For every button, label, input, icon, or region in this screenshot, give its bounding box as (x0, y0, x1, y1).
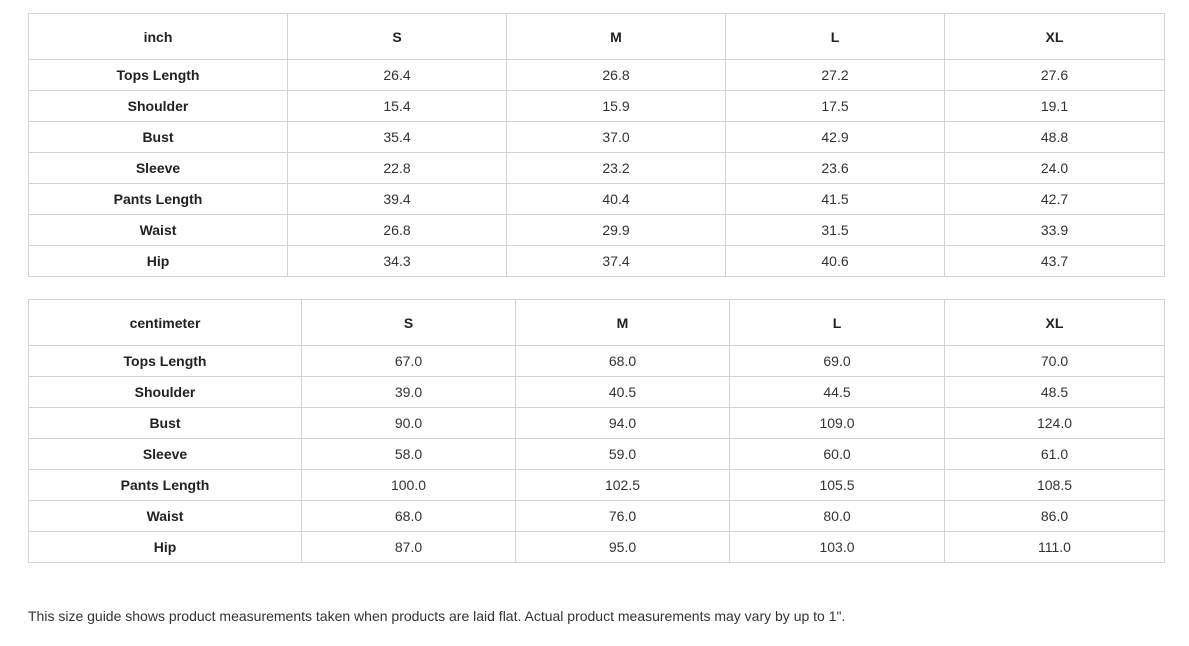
measurement-cell: 67.0 (301, 345, 516, 377)
size-table-inch: inch S M L XL Tops Length 26.4 26.8 27.2 27.6 Shou… (28, 13, 1165, 277)
measurement-cell: 108.5 (944, 469, 1165, 501)
measurement-cell: 61.0 (944, 438, 1165, 470)
measurement-cell: 94.0 (515, 407, 730, 439)
table-row: Waist 68.0 76.0 80.0 86.0 (28, 500, 1165, 532)
measurement-cell: 100.0 (301, 469, 516, 501)
table-row: Shoulder 15.4 15.9 17.5 19.1 (28, 90, 1165, 122)
size-header: S (287, 13, 507, 60)
measurement-cell: 70.0 (944, 345, 1165, 377)
measurement-cell: 34.3 (287, 245, 507, 277)
row-label: Tops Length (28, 345, 302, 377)
measurement-cell: 86.0 (944, 500, 1165, 532)
table-row: Shoulder 39.0 40.5 44.5 48.5 (28, 376, 1165, 408)
size-header: M (506, 13, 726, 60)
measurement-cell: 95.0 (515, 531, 730, 563)
table-row: Bust 35.4 37.0 42.9 48.8 (28, 121, 1165, 153)
header-row: centimeter S M L XL (28, 299, 1165, 346)
row-label: Waist (28, 500, 302, 532)
measurement-cell: 76.0 (515, 500, 730, 532)
measurement-cell: 69.0 (729, 345, 945, 377)
measurement-cell: 87.0 (301, 531, 516, 563)
row-label: Shoulder (28, 376, 302, 408)
measurement-cell: 41.5 (725, 183, 945, 215)
measurement-cell: 37.4 (506, 245, 726, 277)
measurement-cell: 102.5 (515, 469, 730, 501)
row-label: Bust (28, 407, 302, 439)
table-row: Tops Length 67.0 68.0 69.0 70.0 (28, 345, 1165, 377)
row-label: Bust (28, 121, 288, 153)
measurement-cell: 15.9 (506, 90, 726, 122)
measurement-cell: 26.8 (287, 214, 507, 246)
measurement-cell: 68.0 (515, 345, 730, 377)
measurement-cell: 37.0 (506, 121, 726, 153)
size-header: L (725, 13, 945, 60)
measurement-cell: 43.7 (944, 245, 1165, 277)
measurement-cell: 26.4 (287, 59, 507, 91)
size-header: XL (944, 13, 1165, 60)
measurement-cell: 24.0 (944, 152, 1165, 184)
size-header: L (729, 299, 945, 346)
table-row: Bust 90.0 94.0 109.0 124.0 (28, 407, 1165, 439)
table-row: Sleeve 22.8 23.2 23.6 24.0 (28, 152, 1165, 184)
row-label: Tops Length (28, 59, 288, 91)
measurement-cell: 31.5 (725, 214, 945, 246)
size-header: XL (944, 299, 1165, 346)
unit-header: centimeter (28, 299, 302, 346)
table-row: Waist 26.8 29.9 31.5 33.9 (28, 214, 1165, 246)
measurement-cell: 42.9 (725, 121, 945, 153)
row-label: Pants Length (28, 183, 288, 215)
measurement-cell: 15.4 (287, 90, 507, 122)
measurement-cell: 40.5 (515, 376, 730, 408)
unit-header: inch (28, 13, 288, 60)
measurement-cell: 39.0 (301, 376, 516, 408)
measurement-cell: 40.4 (506, 183, 726, 215)
size-header: M (515, 299, 730, 346)
measurement-cell: 48.8 (944, 121, 1165, 153)
row-label: Sleeve (28, 438, 302, 470)
size-guide-note: This size guide shows product measuremen… (28, 608, 846, 624)
table-row: Pants Length 39.4 40.4 41.5 42.7 (28, 183, 1165, 215)
measurement-cell: 23.6 (725, 152, 945, 184)
row-label: Shoulder (28, 90, 288, 122)
measurement-cell: 33.9 (944, 214, 1165, 246)
measurement-cell: 35.4 (287, 121, 507, 153)
measurement-cell: 103.0 (729, 531, 945, 563)
size-header: S (301, 299, 516, 346)
measurement-cell: 44.5 (729, 376, 945, 408)
measurement-cell: 68.0 (301, 500, 516, 532)
measurement-cell: 90.0 (301, 407, 516, 439)
table-row: Hip 87.0 95.0 103.0 111.0 (28, 531, 1165, 563)
measurement-cell: 58.0 (301, 438, 516, 470)
row-label: Waist (28, 214, 288, 246)
size-table-centimeter: centimeter S M L XL Tops Length 67.0 68.0 69.0 70… (28, 299, 1165, 563)
measurement-cell: 105.5 (729, 469, 945, 501)
measurement-cell: 111.0 (944, 531, 1165, 563)
measurement-cell: 17.5 (725, 90, 945, 122)
measurement-cell: 48.5 (944, 376, 1165, 408)
table-row: Sleeve 58.0 59.0 60.0 61.0 (28, 438, 1165, 470)
measurement-cell: 27.6 (944, 59, 1165, 91)
measurement-cell: 39.4 (287, 183, 507, 215)
measurement-cell: 59.0 (515, 438, 730, 470)
measurement-cell: 27.2 (725, 59, 945, 91)
measurement-cell: 42.7 (944, 183, 1165, 215)
measurement-cell: 19.1 (944, 90, 1165, 122)
table-row: Pants Length 100.0 102.5 105.5 108.5 (28, 469, 1165, 501)
table-row: Tops Length 26.4 26.8 27.2 27.6 (28, 59, 1165, 91)
row-label: Pants Length (28, 469, 302, 501)
measurement-cell: 60.0 (729, 438, 945, 470)
measurement-cell: 26.8 (506, 59, 726, 91)
measurement-cell: 80.0 (729, 500, 945, 532)
measurement-cell: 124.0 (944, 407, 1165, 439)
measurement-cell: 29.9 (506, 214, 726, 246)
row-label: Hip (28, 531, 302, 563)
row-label: Hip (28, 245, 288, 277)
header-row: inch S M L XL (28, 13, 1165, 60)
measurement-cell: 109.0 (729, 407, 945, 439)
table-row: Hip 34.3 37.4 40.6 43.7 (28, 245, 1165, 277)
row-label: Sleeve (28, 152, 288, 184)
measurement-cell: 22.8 (287, 152, 507, 184)
measurement-cell: 23.2 (506, 152, 726, 184)
measurement-cell: 40.6 (725, 245, 945, 277)
